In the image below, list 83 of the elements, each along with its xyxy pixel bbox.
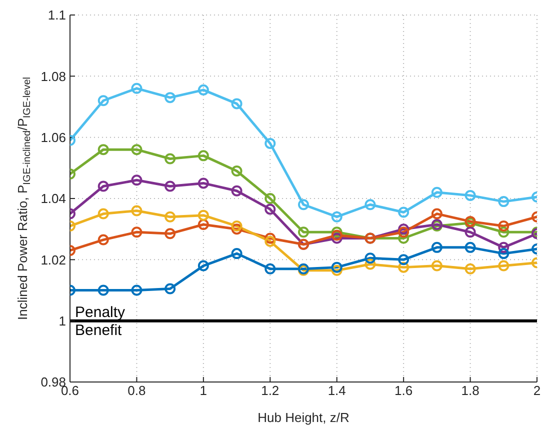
point [198, 260, 209, 272]
point [464, 190, 476, 201]
point [131, 174, 142, 186]
point [164, 92, 176, 104]
y-tick-label: 1.1 [48, 8, 66, 23]
point [331, 226, 342, 238]
point [264, 236, 276, 247]
point [398, 224, 410, 235]
annotation: Benefit [75, 322, 123, 340]
point [398, 232, 410, 244]
point [331, 264, 342, 276]
point [198, 150, 209, 162]
point [231, 248, 242, 260]
point [498, 242, 510, 253]
point [231, 220, 242, 232]
point [164, 283, 176, 294]
x-tick-label: 1.6 [394, 383, 413, 398]
point [264, 263, 276, 274]
y-tick-label: 1.02 [40, 252, 66, 268]
point [131, 82, 142, 94]
x-tick-label: 1.4 [328, 383, 346, 398]
annotation: Penalty [75, 304, 126, 321]
y-tick-label: 1.04 [40, 191, 66, 206]
point [131, 226, 142, 238]
point [464, 242, 476, 253]
y-tick-label: 1.08 [40, 68, 66, 84]
point [498, 220, 510, 232]
y-tick-label: 1.06 [40, 130, 66, 145]
point [198, 218, 209, 230]
point [331, 262, 342, 273]
point [231, 185, 242, 196]
point [164, 153, 176, 164]
point [298, 199, 309, 210]
point [198, 210, 209, 221]
x-tick-label: 0.8 [128, 383, 146, 398]
point [164, 180, 176, 192]
point [498, 196, 510, 208]
point [431, 260, 442, 272]
point [231, 165, 242, 176]
point [364, 258, 376, 270]
y-tick-label: 1 [58, 313, 66, 328]
point [131, 144, 142, 156]
point [264, 193, 276, 204]
point [98, 95, 109, 106]
point [331, 211, 342, 222]
point [264, 138, 276, 149]
point [298, 226, 309, 238]
point [198, 178, 209, 189]
point [398, 226, 410, 238]
point [431, 208, 442, 220]
x-axis-title: Hub Height, z/R [258, 410, 350, 425]
point [98, 180, 109, 192]
point [398, 254, 410, 266]
point [398, 262, 410, 273]
point [231, 224, 242, 235]
point [364, 252, 376, 264]
point [398, 206, 410, 218]
point [431, 242, 442, 253]
point [231, 98, 242, 110]
point [131, 284, 142, 296]
point [264, 204, 276, 215]
point [498, 226, 510, 238]
point [98, 144, 109, 156]
point [431, 186, 442, 198]
x-tick-label: 1.8 [461, 383, 480, 398]
point [198, 84, 209, 96]
point [98, 208, 109, 220]
x-tick-label: 1 [200, 383, 208, 398]
point [164, 228, 176, 240]
point [464, 226, 476, 238]
point [364, 199, 376, 210]
point [98, 234, 109, 246]
x-tick-label: 2 [533, 383, 541, 398]
point [98, 284, 109, 296]
point [164, 211, 176, 222]
point [498, 248, 510, 260]
point [498, 260, 510, 272]
point [464, 263, 476, 274]
x-tick-label: 1.2 [261, 383, 280, 398]
point [264, 232, 276, 244]
point [331, 230, 342, 241]
point [131, 205, 142, 216]
point [331, 232, 342, 244]
